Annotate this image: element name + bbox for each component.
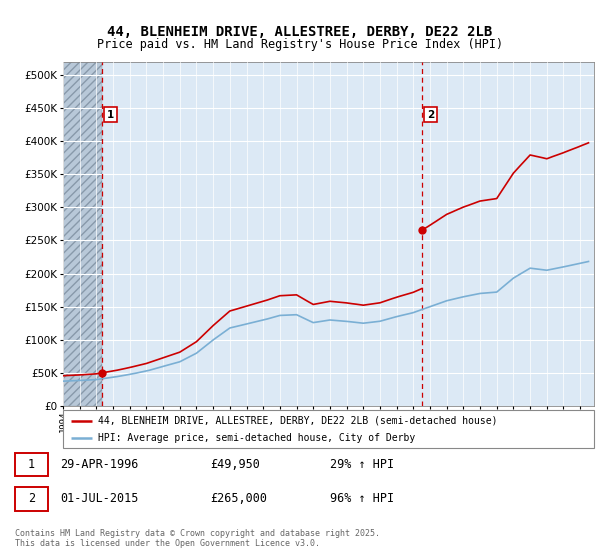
Text: 44, BLENHEIM DRIVE, ALLESTREE, DERBY, DE22 2LB (semi-detached house): 44, BLENHEIM DRIVE, ALLESTREE, DERBY, DE… [98, 416, 497, 426]
Text: £49,950: £49,950 [210, 458, 260, 471]
Bar [15, 487, 48, 511]
Text: 96% ↑ HPI: 96% ↑ HPI [330, 492, 394, 505]
Bar [63, 62, 102, 406]
Text: 1: 1 [107, 110, 114, 120]
Text: 2: 2 [28, 492, 35, 505]
Bar [15, 452, 48, 476]
Text: 44, BLENHEIM DRIVE, ALLESTREE, DERBY, DE22 2LB: 44, BLENHEIM DRIVE, ALLESTREE, DERBY, DE… [107, 25, 493, 39]
Text: Contains HM Land Registry data © Crown copyright and database right 2025.
This d: Contains HM Land Registry data © Crown c… [15, 529, 380, 548]
Text: 1: 1 [28, 458, 35, 471]
Text: 01-JUL-2015: 01-JUL-2015 [60, 492, 139, 505]
Text: £265,000: £265,000 [210, 492, 267, 505]
Text: Price paid vs. HM Land Registry's House Price Index (HPI): Price paid vs. HM Land Registry's House … [97, 38, 503, 51]
Text: 29-APR-1996: 29-APR-1996 [60, 458, 139, 471]
Bar [63, 62, 102, 406]
Text: 29% ↑ HPI: 29% ↑ HPI [330, 458, 394, 471]
Text: 2: 2 [427, 110, 434, 120]
Text: HPI: Average price, semi-detached house, City of Derby: HPI: Average price, semi-detached house,… [98, 433, 415, 444]
